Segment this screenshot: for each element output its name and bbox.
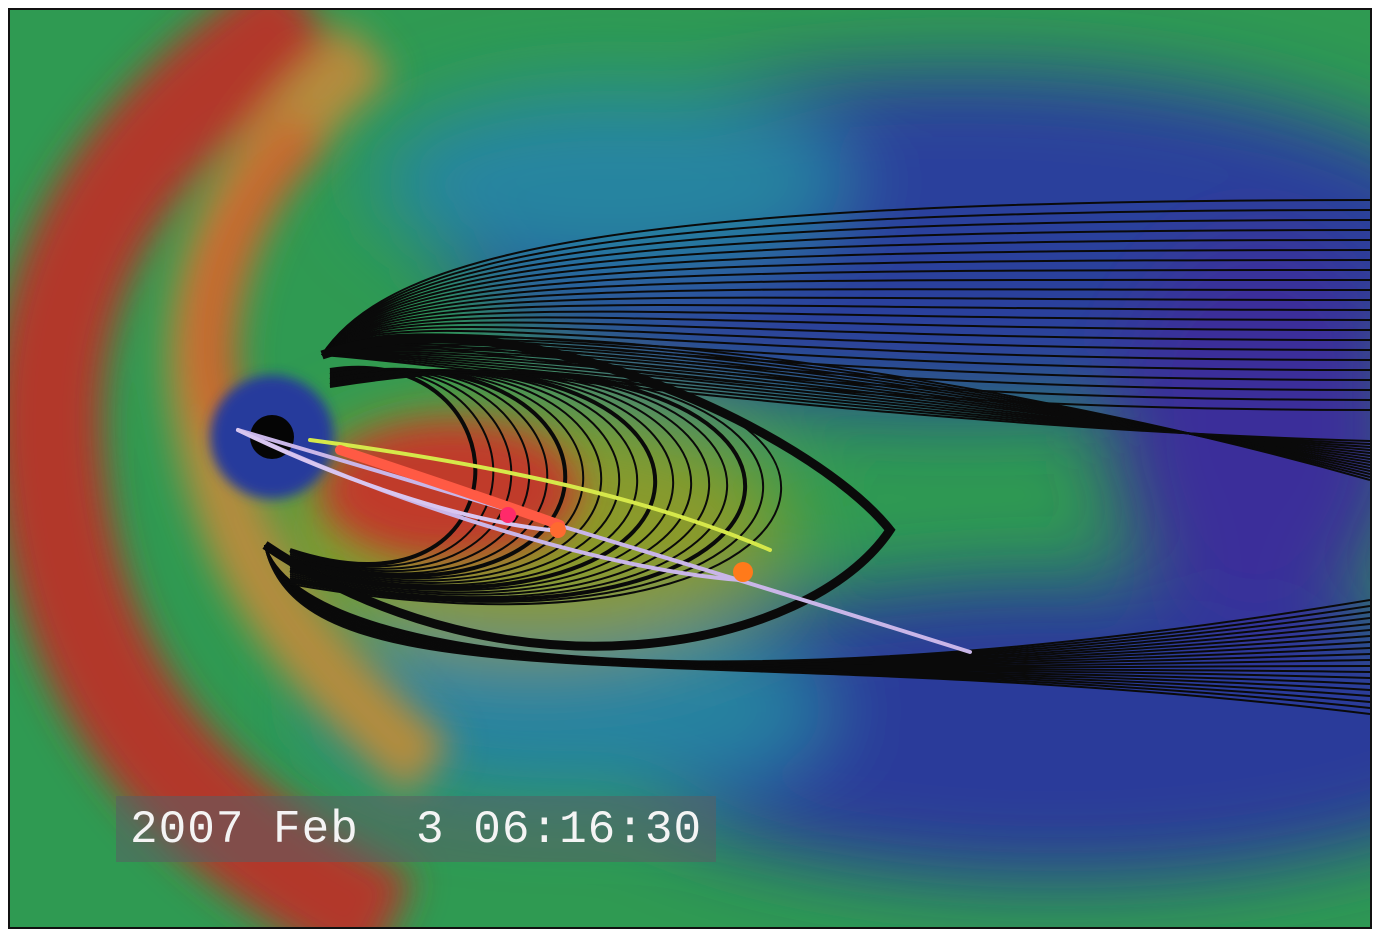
field-line: [321, 239, 1370, 356]
field-line: [289, 369, 585, 580]
earth-core: [250, 415, 294, 459]
field-line: [262, 334, 896, 651]
field-line: [289, 370, 675, 591]
satellite-marker: [733, 562, 753, 582]
field-line: [321, 321, 1370, 356]
field-line: [321, 296, 1370, 356]
field-line: [321, 304, 1370, 356]
field-line: [289, 370, 692, 594]
field-line: [321, 354, 1370, 442]
field-line: [321, 288, 1370, 356]
field-line: [289, 368, 657, 590]
field-line: [289, 369, 602, 582]
field-line: [321, 329, 1370, 361]
field-lines: [262, 199, 1370, 715]
field-line: [321, 209, 1370, 356]
field-line: [321, 316, 1370, 356]
field-line: [321, 259, 1370, 356]
satellite-marker: [500, 507, 516, 523]
field-line: [321, 219, 1370, 356]
field-line: [321, 249, 1370, 356]
field-line: [321, 199, 1370, 356]
field-line: [321, 278, 1370, 356]
timestamp: 2007 Feb 3 06:16:30: [116, 796, 717, 862]
field-line: [264, 544, 1370, 715]
field-line: [289, 367, 567, 578]
field-line: [321, 310, 1370, 356]
visualization-frame: 2007 Feb 3 06:16:30: [8, 8, 1372, 929]
satellite-marker: [550, 522, 566, 538]
field-line: [321, 229, 1370, 356]
field-line: [289, 370, 782, 606]
trajectories: [236, 428, 972, 654]
magnetosphere-image: [10, 10, 1370, 927]
field-line: [321, 325, 1370, 356]
field-line: [321, 269, 1370, 356]
field-line: [289, 369, 621, 584]
